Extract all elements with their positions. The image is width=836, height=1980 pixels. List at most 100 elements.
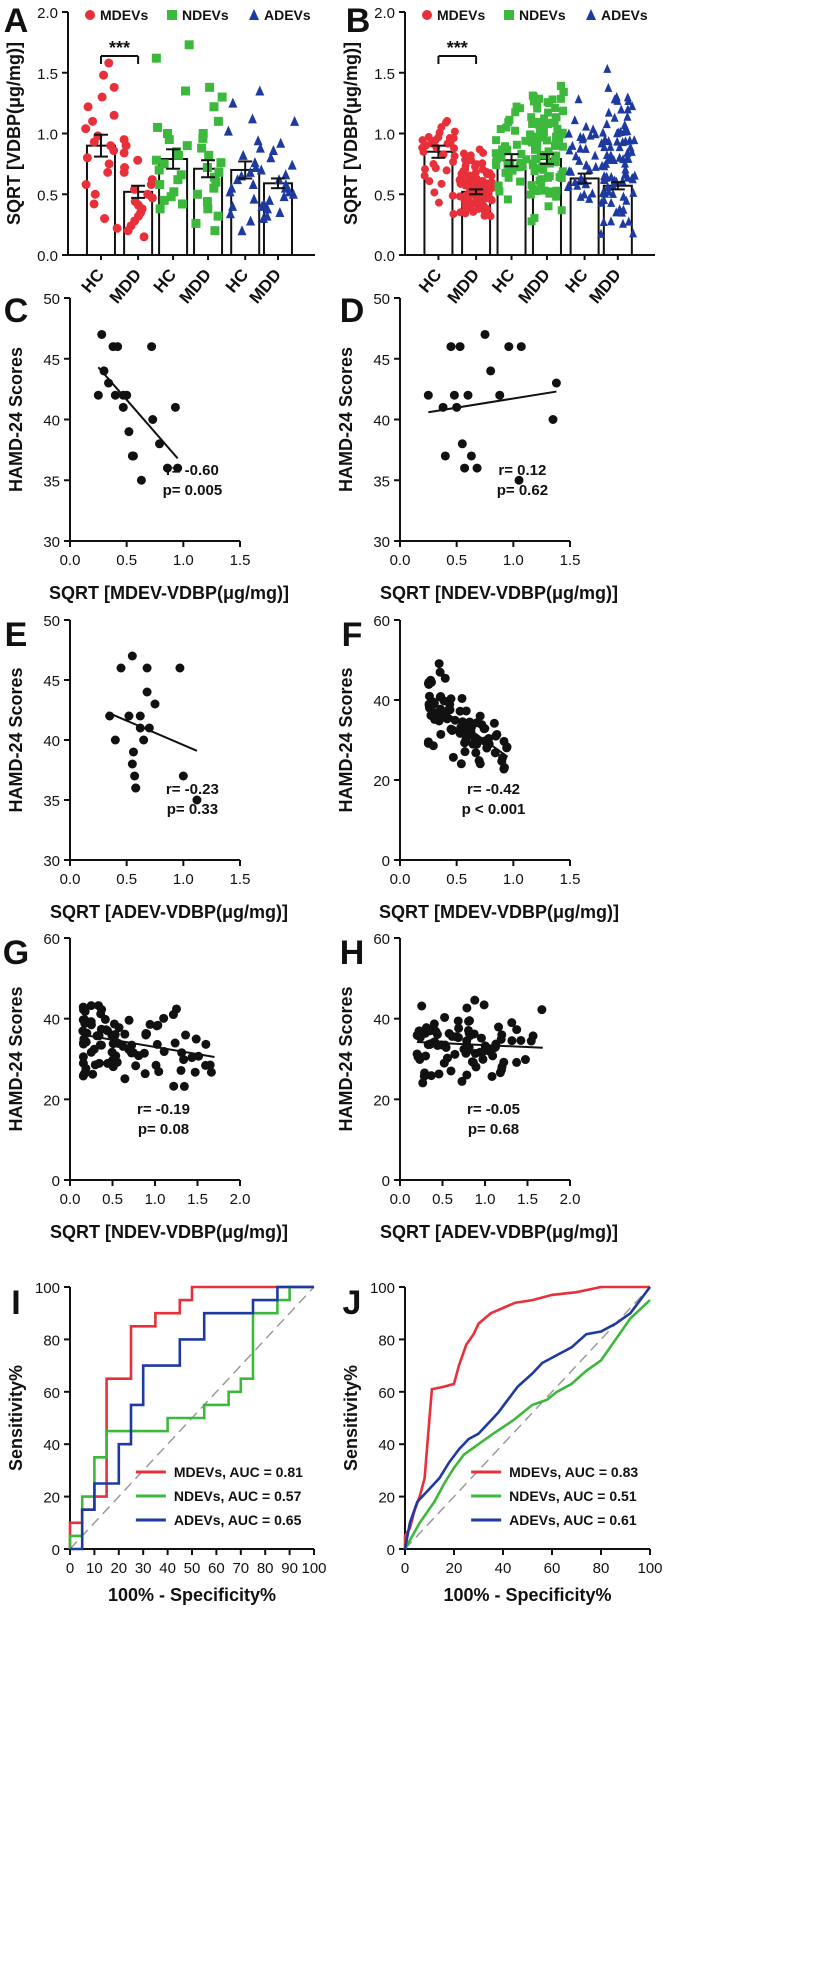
legend-label: ADEVs bbox=[601, 7, 648, 23]
data-point bbox=[424, 133, 433, 142]
data-point bbox=[475, 711, 485, 721]
data-point bbox=[121, 141, 131, 151]
data-point bbox=[563, 182, 572, 192]
data-point bbox=[159, 195, 169, 205]
data-point bbox=[202, 197, 212, 207]
data-point bbox=[424, 679, 434, 689]
panel-letter: G bbox=[3, 934, 29, 972]
data-point bbox=[177, 199, 187, 209]
data-point bbox=[556, 94, 565, 103]
data-point bbox=[434, 198, 443, 207]
data-point bbox=[480, 329, 490, 339]
data-point bbox=[449, 390, 459, 400]
data-point bbox=[447, 1031, 457, 1041]
y-axis-label: Sensitivity% bbox=[6, 1365, 26, 1471]
data-point bbox=[255, 142, 265, 153]
legend-label: MDEVs bbox=[437, 7, 485, 23]
x-tick-label: 1.0 bbox=[475, 1191, 496, 1208]
data-point bbox=[478, 1054, 488, 1064]
data-point bbox=[191, 1034, 201, 1044]
data-point bbox=[228, 200, 238, 211]
data-point bbox=[521, 136, 530, 145]
data-point bbox=[82, 153, 92, 163]
data-point bbox=[610, 94, 619, 104]
data-point bbox=[268, 145, 278, 156]
data-point bbox=[465, 1016, 475, 1026]
data-point bbox=[527, 181, 536, 190]
y-tick-label: 20 bbox=[373, 773, 390, 790]
panel-letter: F bbox=[342, 616, 363, 654]
data-point bbox=[482, 743, 492, 753]
data-point bbox=[168, 1010, 178, 1020]
data-point bbox=[151, 53, 161, 63]
data-point bbox=[466, 451, 476, 461]
data-point bbox=[471, 168, 480, 177]
x-category-label: MDD bbox=[585, 265, 624, 307]
x-tick-label: 50 bbox=[184, 1560, 201, 1577]
data-point bbox=[461, 706, 471, 716]
x-category-label: MDD bbox=[515, 265, 554, 307]
x-tick-label: 1.5 bbox=[230, 871, 251, 888]
data-point bbox=[498, 145, 507, 154]
data-point bbox=[493, 154, 502, 163]
data-point bbox=[109, 146, 119, 156]
data-point bbox=[629, 187, 638, 197]
data-point bbox=[147, 193, 157, 203]
data-point bbox=[503, 195, 512, 204]
data-point bbox=[552, 186, 561, 195]
x-tick-label: 0.0 bbox=[60, 552, 81, 569]
data-point bbox=[618, 207, 627, 217]
data-point bbox=[517, 150, 526, 159]
panel-letter: E bbox=[5, 616, 28, 654]
data-point bbox=[131, 783, 141, 793]
data-point bbox=[275, 206, 285, 217]
x-tick-label: 70 bbox=[232, 1560, 249, 1577]
y-axis-label: HAMD-24 Scores bbox=[336, 986, 356, 1131]
legend-label: ADEVs, AUC = 0.65 bbox=[174, 1512, 302, 1528]
data-point bbox=[425, 177, 434, 186]
y-tick-label: 60 bbox=[373, 931, 390, 948]
x-tick-label: 90 bbox=[281, 1560, 298, 1577]
y-tick-label: 0 bbox=[382, 1173, 390, 1190]
y-axis-label: Sensitivity% bbox=[341, 1365, 361, 1471]
y-tick-label: 35 bbox=[43, 473, 60, 490]
data-point bbox=[539, 165, 548, 174]
x-tick-label: 0 bbox=[401, 1560, 409, 1577]
y-tick-label: 1.0 bbox=[374, 127, 395, 144]
x-tick-label: 80 bbox=[593, 1560, 610, 1577]
data-point bbox=[472, 160, 481, 169]
data-point bbox=[622, 169, 631, 179]
data-point bbox=[623, 104, 632, 114]
x-axis-label: SQRT [ADEV-VDBP(μg/mg)] bbox=[380, 1222, 618, 1242]
data-point bbox=[249, 193, 259, 204]
y-tick-label: 60 bbox=[43, 1385, 60, 1402]
p-value: p= 0.62 bbox=[497, 482, 548, 499]
data-point bbox=[457, 693, 467, 703]
data-point bbox=[255, 85, 265, 96]
data-point bbox=[585, 193, 594, 203]
y-tick-label: 40 bbox=[43, 413, 60, 430]
data-point bbox=[552, 132, 561, 141]
data-point bbox=[551, 139, 560, 148]
data-point bbox=[119, 148, 129, 158]
data-point bbox=[88, 1069, 98, 1079]
data-point bbox=[129, 184, 139, 194]
data-point bbox=[526, 130, 535, 139]
data-point bbox=[529, 92, 538, 101]
x-category-label: HC bbox=[78, 265, 108, 296]
data-point bbox=[83, 102, 93, 112]
data-point bbox=[192, 189, 202, 199]
x-tick-label: 10 bbox=[86, 1560, 103, 1577]
data-point bbox=[448, 191, 457, 200]
legend-label: ADEVs, AUC = 0.61 bbox=[509, 1512, 637, 1528]
x-tick-label: 1.0 bbox=[503, 552, 524, 569]
data-point bbox=[247, 113, 257, 124]
regression-line bbox=[82, 1033, 215, 1058]
data-point bbox=[507, 1018, 517, 1028]
data-point bbox=[258, 213, 268, 224]
data-point bbox=[502, 742, 512, 752]
data-point bbox=[192, 795, 202, 805]
x-category-label: MDD bbox=[246, 265, 285, 307]
data-point bbox=[169, 187, 179, 197]
data-point bbox=[423, 390, 433, 400]
